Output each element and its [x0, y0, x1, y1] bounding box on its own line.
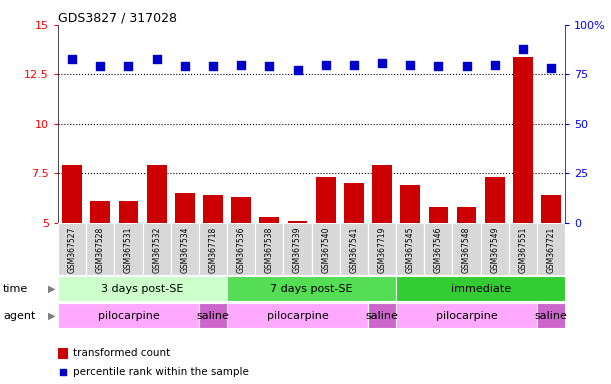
Point: [58, 369, 68, 375]
Text: GSM367718: GSM367718: [208, 227, 218, 273]
Bar: [453, 223, 481, 275]
Bar: [170, 223, 199, 275]
Bar: [232, 197, 251, 223]
Bar: [227, 303, 368, 328]
Bar: [368, 223, 396, 275]
Bar: [62, 166, 82, 223]
Bar: [400, 185, 420, 223]
Bar: [284, 223, 312, 275]
Text: saline: saline: [197, 311, 230, 321]
Text: GDS3827 / 317028: GDS3827 / 317028: [58, 12, 177, 25]
Bar: [227, 276, 396, 301]
Point: [377, 60, 387, 66]
Bar: [481, 223, 509, 275]
Point: [236, 61, 246, 68]
Bar: [114, 223, 142, 275]
Bar: [396, 276, 565, 301]
Point: [123, 63, 133, 70]
Bar: [288, 221, 307, 223]
Bar: [316, 177, 335, 223]
Bar: [372, 166, 392, 223]
Text: GSM367528: GSM367528: [96, 227, 105, 273]
Text: GSM367719: GSM367719: [378, 227, 387, 273]
Bar: [537, 223, 565, 275]
Bar: [344, 183, 364, 223]
Point: [95, 63, 105, 70]
Bar: [199, 303, 227, 328]
Bar: [260, 217, 279, 223]
Point: [321, 61, 331, 68]
Text: ▶: ▶: [48, 284, 55, 294]
Text: agent: agent: [3, 311, 35, 321]
Text: GSM367546: GSM367546: [434, 227, 443, 273]
Text: GSM367540: GSM367540: [321, 227, 330, 273]
Point: [490, 61, 500, 68]
Point: [434, 63, 444, 70]
Point: [208, 63, 218, 70]
Bar: [58, 303, 199, 328]
Text: percentile rank within the sample: percentile rank within the sample: [73, 367, 249, 377]
Bar: [513, 56, 533, 223]
Bar: [485, 177, 505, 223]
Text: GSM367539: GSM367539: [293, 227, 302, 273]
Bar: [424, 223, 453, 275]
Text: pilocarpine: pilocarpine: [98, 311, 159, 321]
Text: GSM367721: GSM367721: [547, 227, 555, 273]
Point: [518, 46, 528, 52]
Text: GSM367541: GSM367541: [349, 227, 359, 273]
Bar: [340, 223, 368, 275]
Bar: [58, 276, 227, 301]
Text: pilocarpine: pilocarpine: [266, 311, 328, 321]
Bar: [119, 201, 138, 223]
Bar: [147, 166, 167, 223]
Point: [462, 63, 472, 70]
Bar: [203, 195, 223, 223]
Bar: [396, 223, 424, 275]
Text: saline: saline: [535, 311, 568, 321]
Text: transformed count: transformed count: [73, 348, 170, 358]
Bar: [541, 195, 561, 223]
Text: pilocarpine: pilocarpine: [436, 311, 497, 321]
Point: [349, 61, 359, 68]
Point: [67, 56, 77, 62]
Bar: [58, 223, 86, 275]
Text: GSM367532: GSM367532: [152, 227, 161, 273]
Point: [293, 67, 302, 73]
Bar: [227, 223, 255, 275]
Text: immediate: immediate: [450, 284, 511, 294]
Point: [265, 63, 274, 70]
Text: GSM367534: GSM367534: [180, 227, 189, 273]
Text: GSM367527: GSM367527: [68, 227, 76, 273]
Point: [180, 63, 189, 70]
Text: GSM367531: GSM367531: [124, 227, 133, 273]
Text: saline: saline: [365, 311, 398, 321]
Bar: [368, 303, 396, 328]
Text: GSM367538: GSM367538: [265, 227, 274, 273]
Text: GSM367549: GSM367549: [490, 227, 499, 273]
Bar: [428, 207, 448, 223]
Bar: [509, 223, 537, 275]
Point: [152, 56, 161, 62]
Point: [405, 61, 415, 68]
Bar: [537, 303, 565, 328]
Text: 7 days post-SE: 7 days post-SE: [270, 284, 353, 294]
Bar: [58, 348, 68, 359]
Point: [546, 65, 556, 71]
Bar: [86, 223, 114, 275]
Text: ▶: ▶: [48, 311, 55, 321]
Text: 3 days post-SE: 3 days post-SE: [101, 284, 184, 294]
Bar: [175, 193, 195, 223]
Text: time: time: [3, 284, 28, 294]
Bar: [142, 223, 170, 275]
Text: GSM367548: GSM367548: [462, 227, 471, 273]
Bar: [255, 223, 284, 275]
Text: GSM367545: GSM367545: [406, 227, 415, 273]
Text: GSM367551: GSM367551: [518, 227, 527, 273]
Bar: [90, 201, 110, 223]
Bar: [199, 223, 227, 275]
Bar: [456, 207, 477, 223]
Bar: [396, 303, 537, 328]
Bar: [312, 223, 340, 275]
Text: GSM367536: GSM367536: [236, 227, 246, 273]
